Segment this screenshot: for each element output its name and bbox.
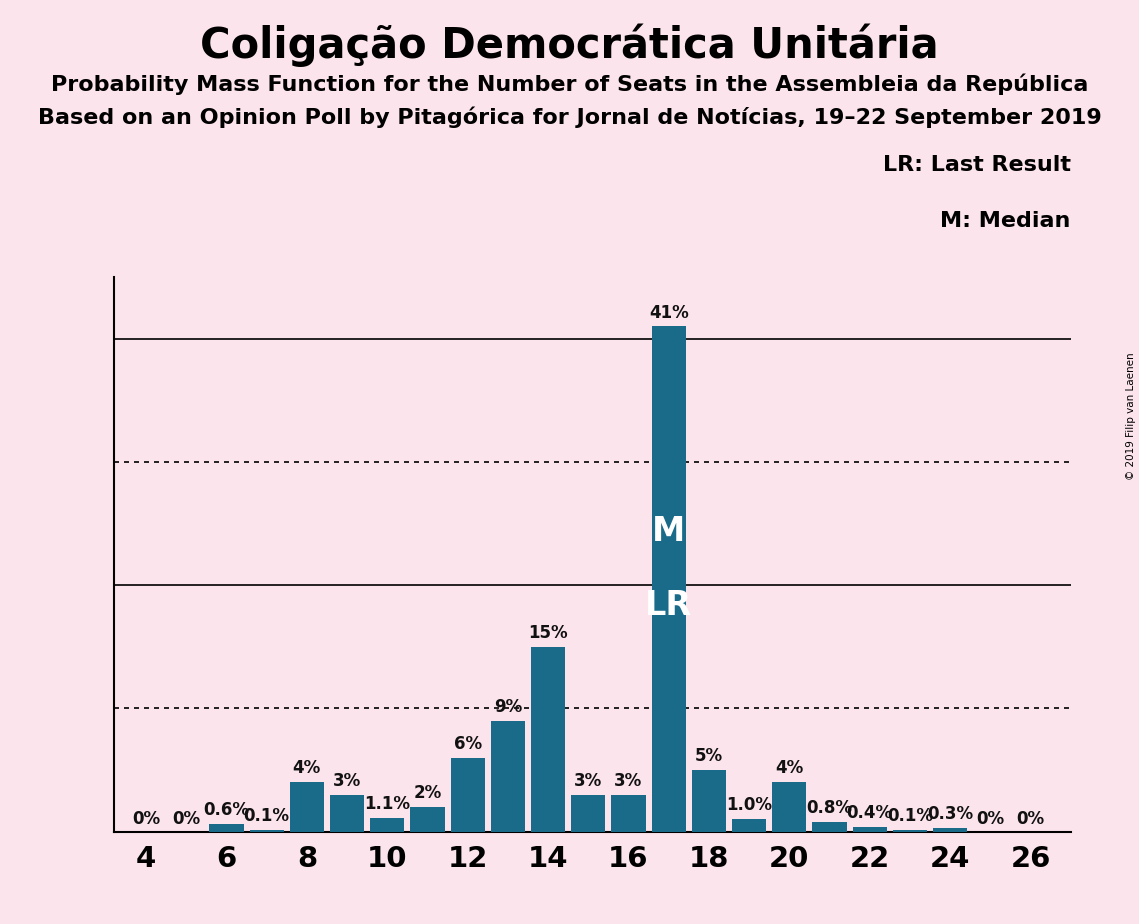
Text: 41%: 41% xyxy=(649,304,689,322)
Bar xyxy=(451,758,485,832)
Text: 0%: 0% xyxy=(172,810,200,828)
Text: 0.6%: 0.6% xyxy=(204,801,249,820)
Bar xyxy=(531,647,565,832)
Bar xyxy=(893,831,927,832)
Bar xyxy=(370,818,404,832)
Text: 4%: 4% xyxy=(776,760,803,777)
Text: M: M xyxy=(652,516,686,548)
Text: Coligação Democrática Unitária: Coligação Democrática Unitária xyxy=(200,23,939,67)
Bar xyxy=(491,721,525,832)
Bar xyxy=(210,824,244,832)
Text: 4%: 4% xyxy=(293,760,321,777)
Text: M: Median: M: Median xyxy=(941,211,1071,231)
Text: 1.0%: 1.0% xyxy=(726,796,772,814)
Text: 0.3%: 0.3% xyxy=(927,805,973,823)
Text: Probability Mass Function for the Number of Seats in the Assembleia da República: Probability Mass Function for the Number… xyxy=(51,74,1088,95)
Text: LR: Last Result: LR: Last Result xyxy=(883,155,1071,176)
Text: 6%: 6% xyxy=(453,735,482,753)
Text: 3%: 3% xyxy=(333,772,361,790)
Bar xyxy=(691,770,726,832)
Bar xyxy=(571,795,605,832)
Text: 5%: 5% xyxy=(695,748,723,765)
Text: 15%: 15% xyxy=(528,624,568,642)
Text: 0.1%: 0.1% xyxy=(887,808,933,825)
Text: 3%: 3% xyxy=(614,772,642,790)
Text: 9%: 9% xyxy=(493,698,522,716)
Bar xyxy=(652,326,686,832)
Text: 0.4%: 0.4% xyxy=(846,804,893,821)
Bar xyxy=(812,821,846,832)
Text: 0%: 0% xyxy=(1016,810,1044,828)
Bar xyxy=(933,828,967,832)
Bar xyxy=(289,783,323,832)
Bar xyxy=(732,820,767,832)
Text: 0.1%: 0.1% xyxy=(244,808,289,825)
Text: Based on an Opinion Poll by Pitagórica for Jornal de Notícias, 19–22 September 2: Based on an Opinion Poll by Pitagórica f… xyxy=(38,106,1101,128)
Bar xyxy=(612,795,646,832)
Text: © 2019 Filip van Laenen: © 2019 Filip van Laenen xyxy=(1126,352,1136,480)
Text: 2%: 2% xyxy=(413,784,442,802)
Text: 0%: 0% xyxy=(976,810,1005,828)
Text: 3%: 3% xyxy=(574,772,603,790)
Text: 1.1%: 1.1% xyxy=(364,796,410,813)
Text: LR: LR xyxy=(645,590,693,622)
Text: 0%: 0% xyxy=(132,810,161,828)
Bar xyxy=(410,807,444,832)
Text: 0.8%: 0.8% xyxy=(806,799,852,817)
Bar xyxy=(249,831,284,832)
Bar xyxy=(772,783,806,832)
Bar xyxy=(853,827,887,832)
Bar xyxy=(330,795,364,832)
